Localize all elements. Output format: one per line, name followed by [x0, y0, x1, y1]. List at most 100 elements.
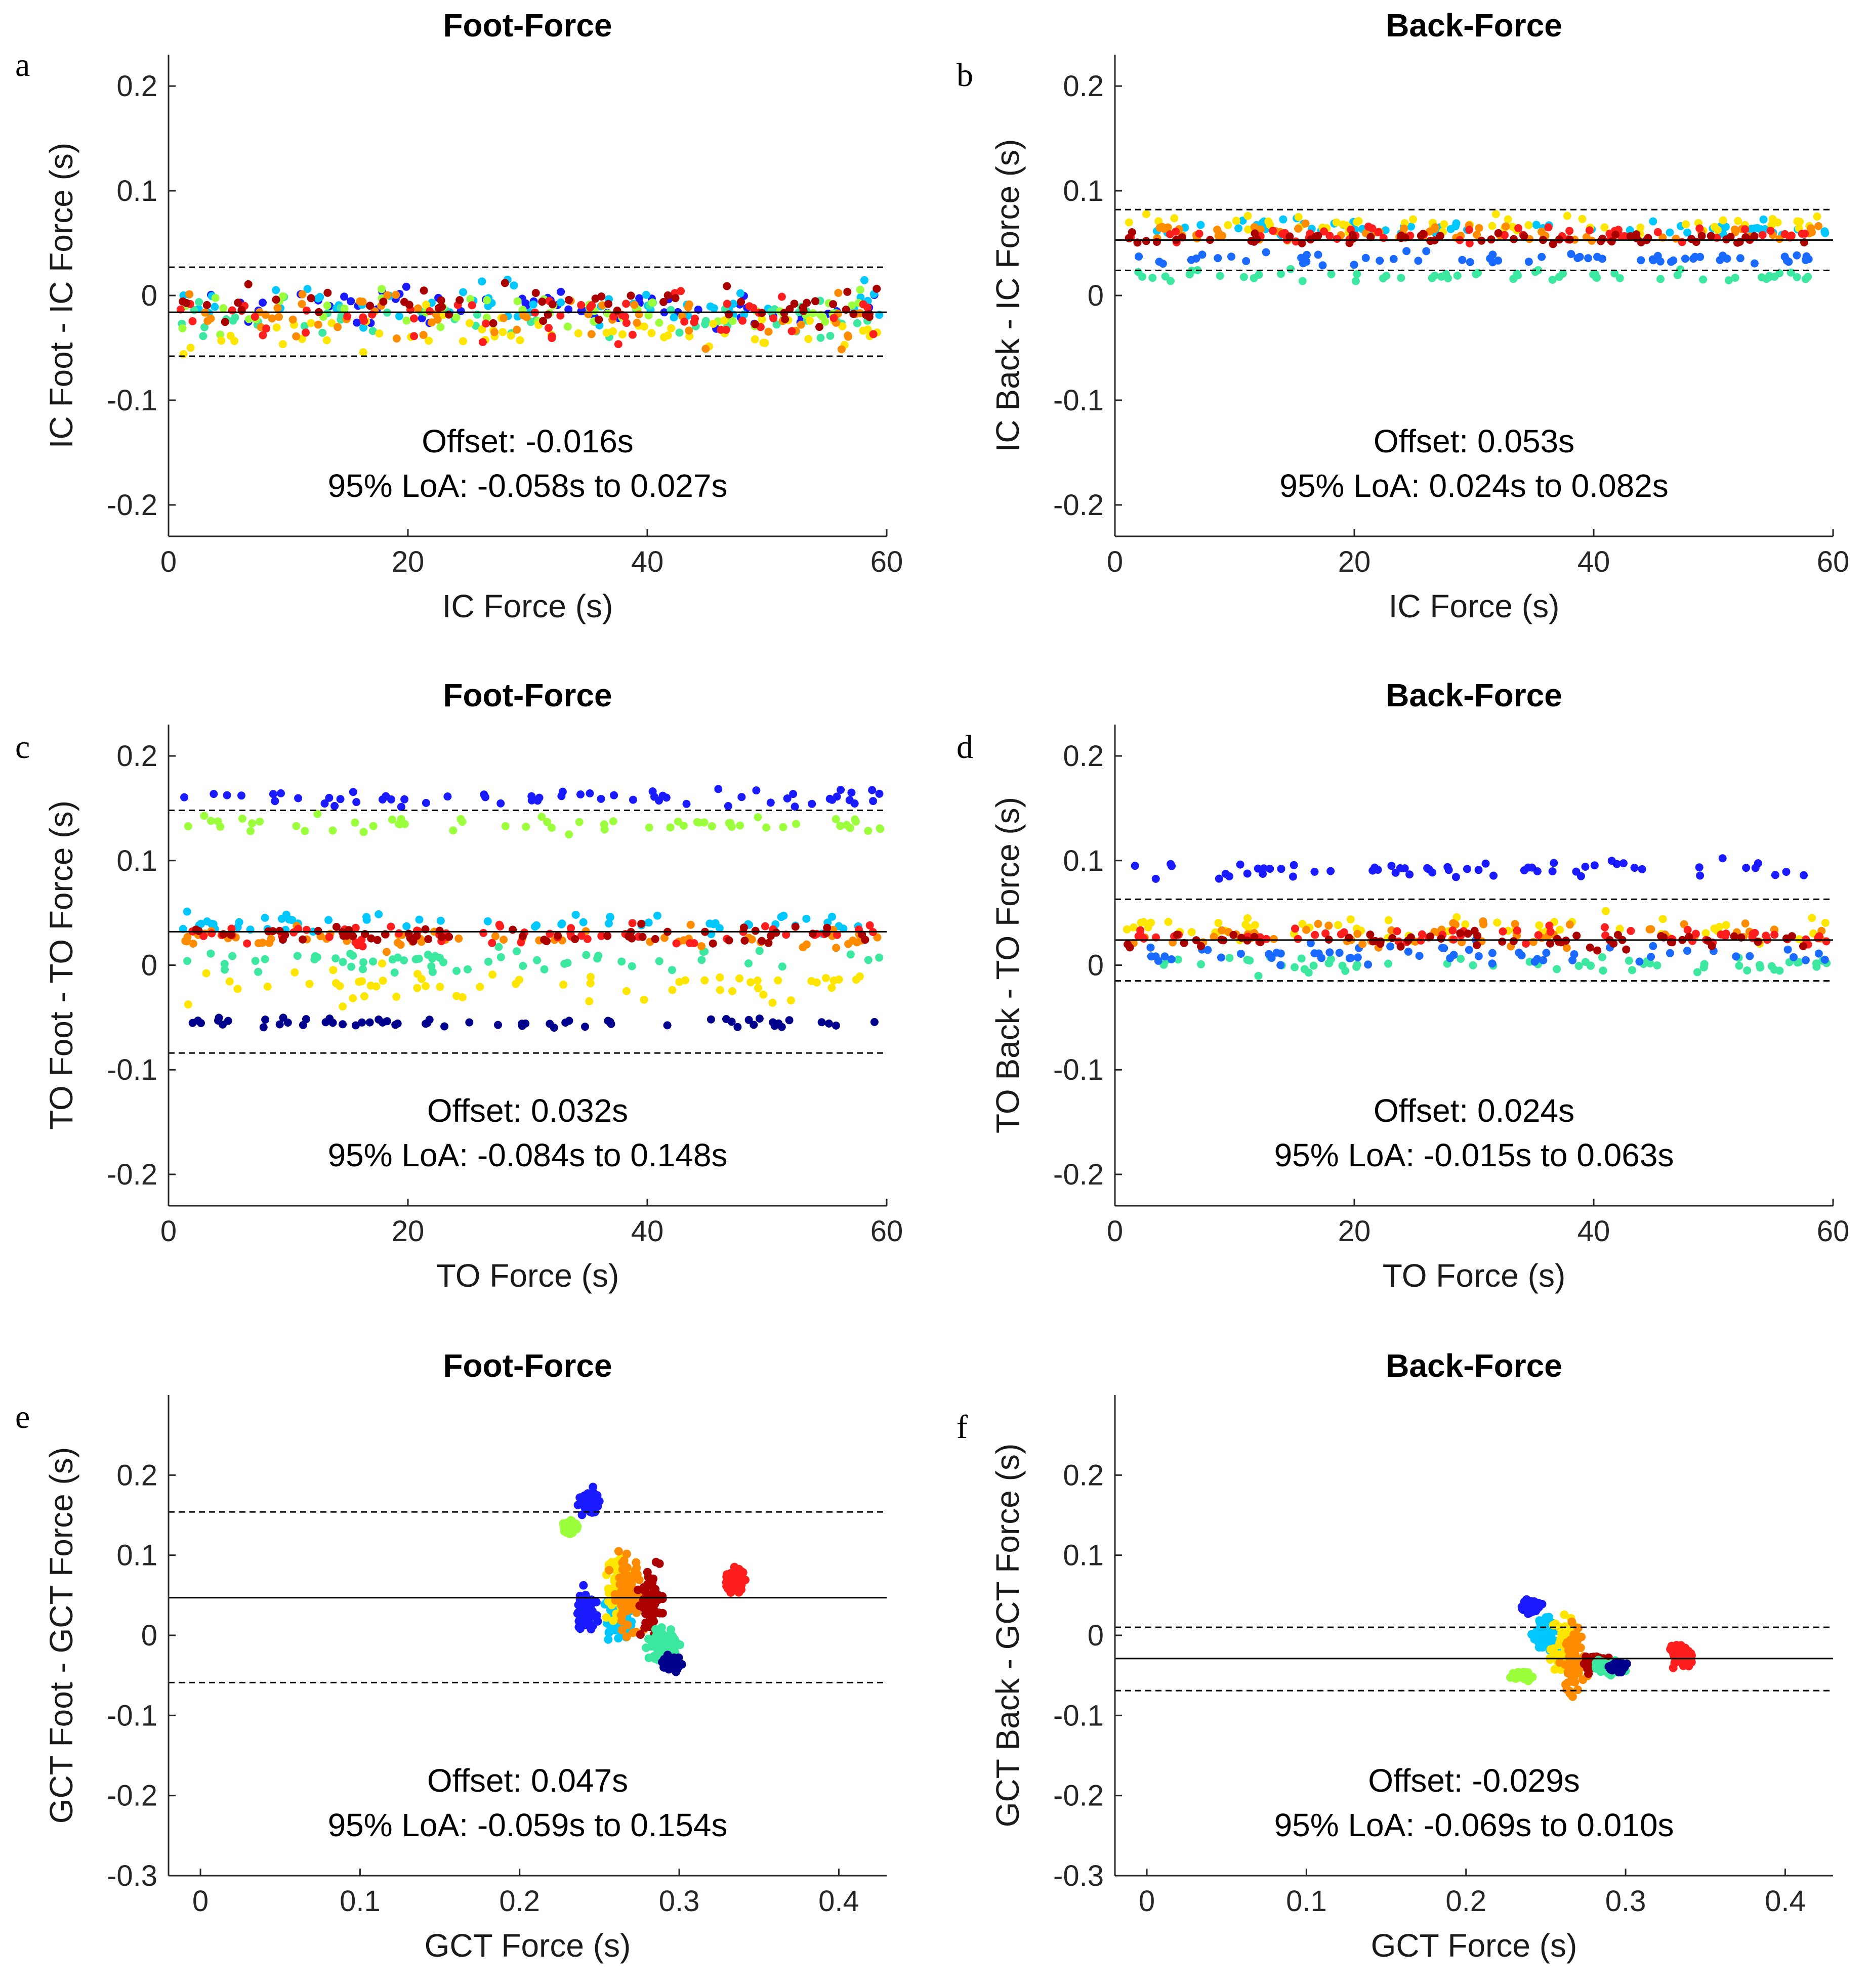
data-point [1254, 971, 1263, 980]
data-point [532, 921, 541, 929]
data-point [259, 331, 267, 340]
data-point [779, 823, 787, 831]
data-point [761, 339, 769, 347]
data-point [663, 1021, 672, 1030]
x-tick-label: 0 [192, 1885, 209, 1918]
data-point [1765, 272, 1774, 280]
data-point [849, 310, 858, 318]
data-point [1695, 224, 1704, 233]
data-point [183, 907, 191, 916]
data-point [1396, 942, 1405, 951]
data-point [1488, 949, 1497, 957]
data-point [663, 331, 672, 340]
data-point [413, 969, 422, 978]
data-point [579, 918, 588, 926]
data-point [1666, 949, 1674, 957]
data-point [1699, 275, 1708, 284]
data-point [383, 291, 392, 300]
data-point [517, 938, 525, 947]
data-point [1657, 932, 1666, 941]
data-point [1297, 954, 1306, 963]
data-point [1285, 232, 1294, 241]
data-point [393, 1019, 402, 1028]
data-point [568, 1528, 577, 1537]
data-point [829, 314, 838, 322]
data-point [1304, 968, 1313, 977]
data-point [576, 1620, 585, 1629]
data-point [708, 822, 716, 830]
data-point [429, 968, 437, 976]
data-point [664, 1660, 673, 1669]
data-point [248, 819, 257, 828]
x-tick-label: 20 [1338, 545, 1371, 578]
data-point [1548, 276, 1557, 284]
data-point [1291, 963, 1299, 971]
data-point [1358, 940, 1367, 948]
data-point [755, 947, 764, 955]
data-point [314, 926, 322, 935]
data-point [1488, 222, 1497, 230]
data-point [1269, 227, 1277, 235]
data-point [1636, 223, 1645, 232]
data-point [837, 345, 846, 354]
data-point [575, 818, 584, 826]
x-tick-label: 0.3 [659, 1885, 700, 1918]
data-point [1167, 860, 1175, 868]
data-point [1524, 863, 1532, 872]
data-point [550, 1024, 558, 1032]
data-point [873, 933, 882, 942]
data-point [787, 327, 796, 335]
data-point [1592, 273, 1600, 282]
data-point [571, 910, 580, 919]
data-point [1369, 937, 1378, 946]
data-point [1386, 942, 1395, 951]
data-point [325, 933, 334, 941]
data-point [576, 790, 585, 799]
data-point [668, 966, 676, 975]
data-point [633, 319, 641, 327]
data-point [302, 328, 310, 337]
data-point [836, 822, 845, 830]
data-point [675, 328, 684, 337]
data-point [1474, 866, 1483, 874]
data-point [1461, 920, 1470, 928]
data-point [829, 300, 838, 309]
data-point [1637, 256, 1645, 265]
data-point [1697, 232, 1706, 240]
data-point [390, 968, 399, 977]
data-point [725, 819, 733, 827]
data-point [1366, 233, 1375, 241]
data-point [1465, 226, 1473, 234]
data-point [483, 917, 492, 925]
x-tick-label: 0.4 [818, 1885, 859, 1918]
data-point [644, 918, 653, 927]
data-point [1374, 228, 1383, 236]
data-point [1667, 938, 1675, 946]
data-point [223, 791, 231, 799]
data-point [272, 286, 280, 294]
data-point [1262, 935, 1271, 943]
data-point [1501, 231, 1509, 239]
panel-title: Foot-Force [443, 1347, 612, 1384]
data-point [1522, 940, 1530, 948]
panel-letter: d [957, 729, 973, 766]
data-point [1821, 918, 1830, 927]
data-point [234, 299, 242, 307]
data-point [501, 279, 509, 287]
data-point [628, 330, 637, 339]
data-point [1489, 871, 1498, 880]
data-point [1585, 226, 1594, 235]
data-point [1548, 867, 1557, 875]
data-point [861, 936, 869, 944]
data-point [1560, 1610, 1569, 1619]
data-point [1638, 865, 1646, 873]
data-point [1350, 261, 1358, 269]
data-point [586, 979, 595, 988]
data-point [1148, 274, 1157, 282]
data-point [1437, 272, 1445, 281]
data-point [727, 1018, 736, 1026]
data-point [411, 955, 420, 963]
data-point [557, 920, 566, 928]
x-axis-label: IC Force (s) [1389, 588, 1560, 624]
data-point [1573, 1685, 1583, 1695]
